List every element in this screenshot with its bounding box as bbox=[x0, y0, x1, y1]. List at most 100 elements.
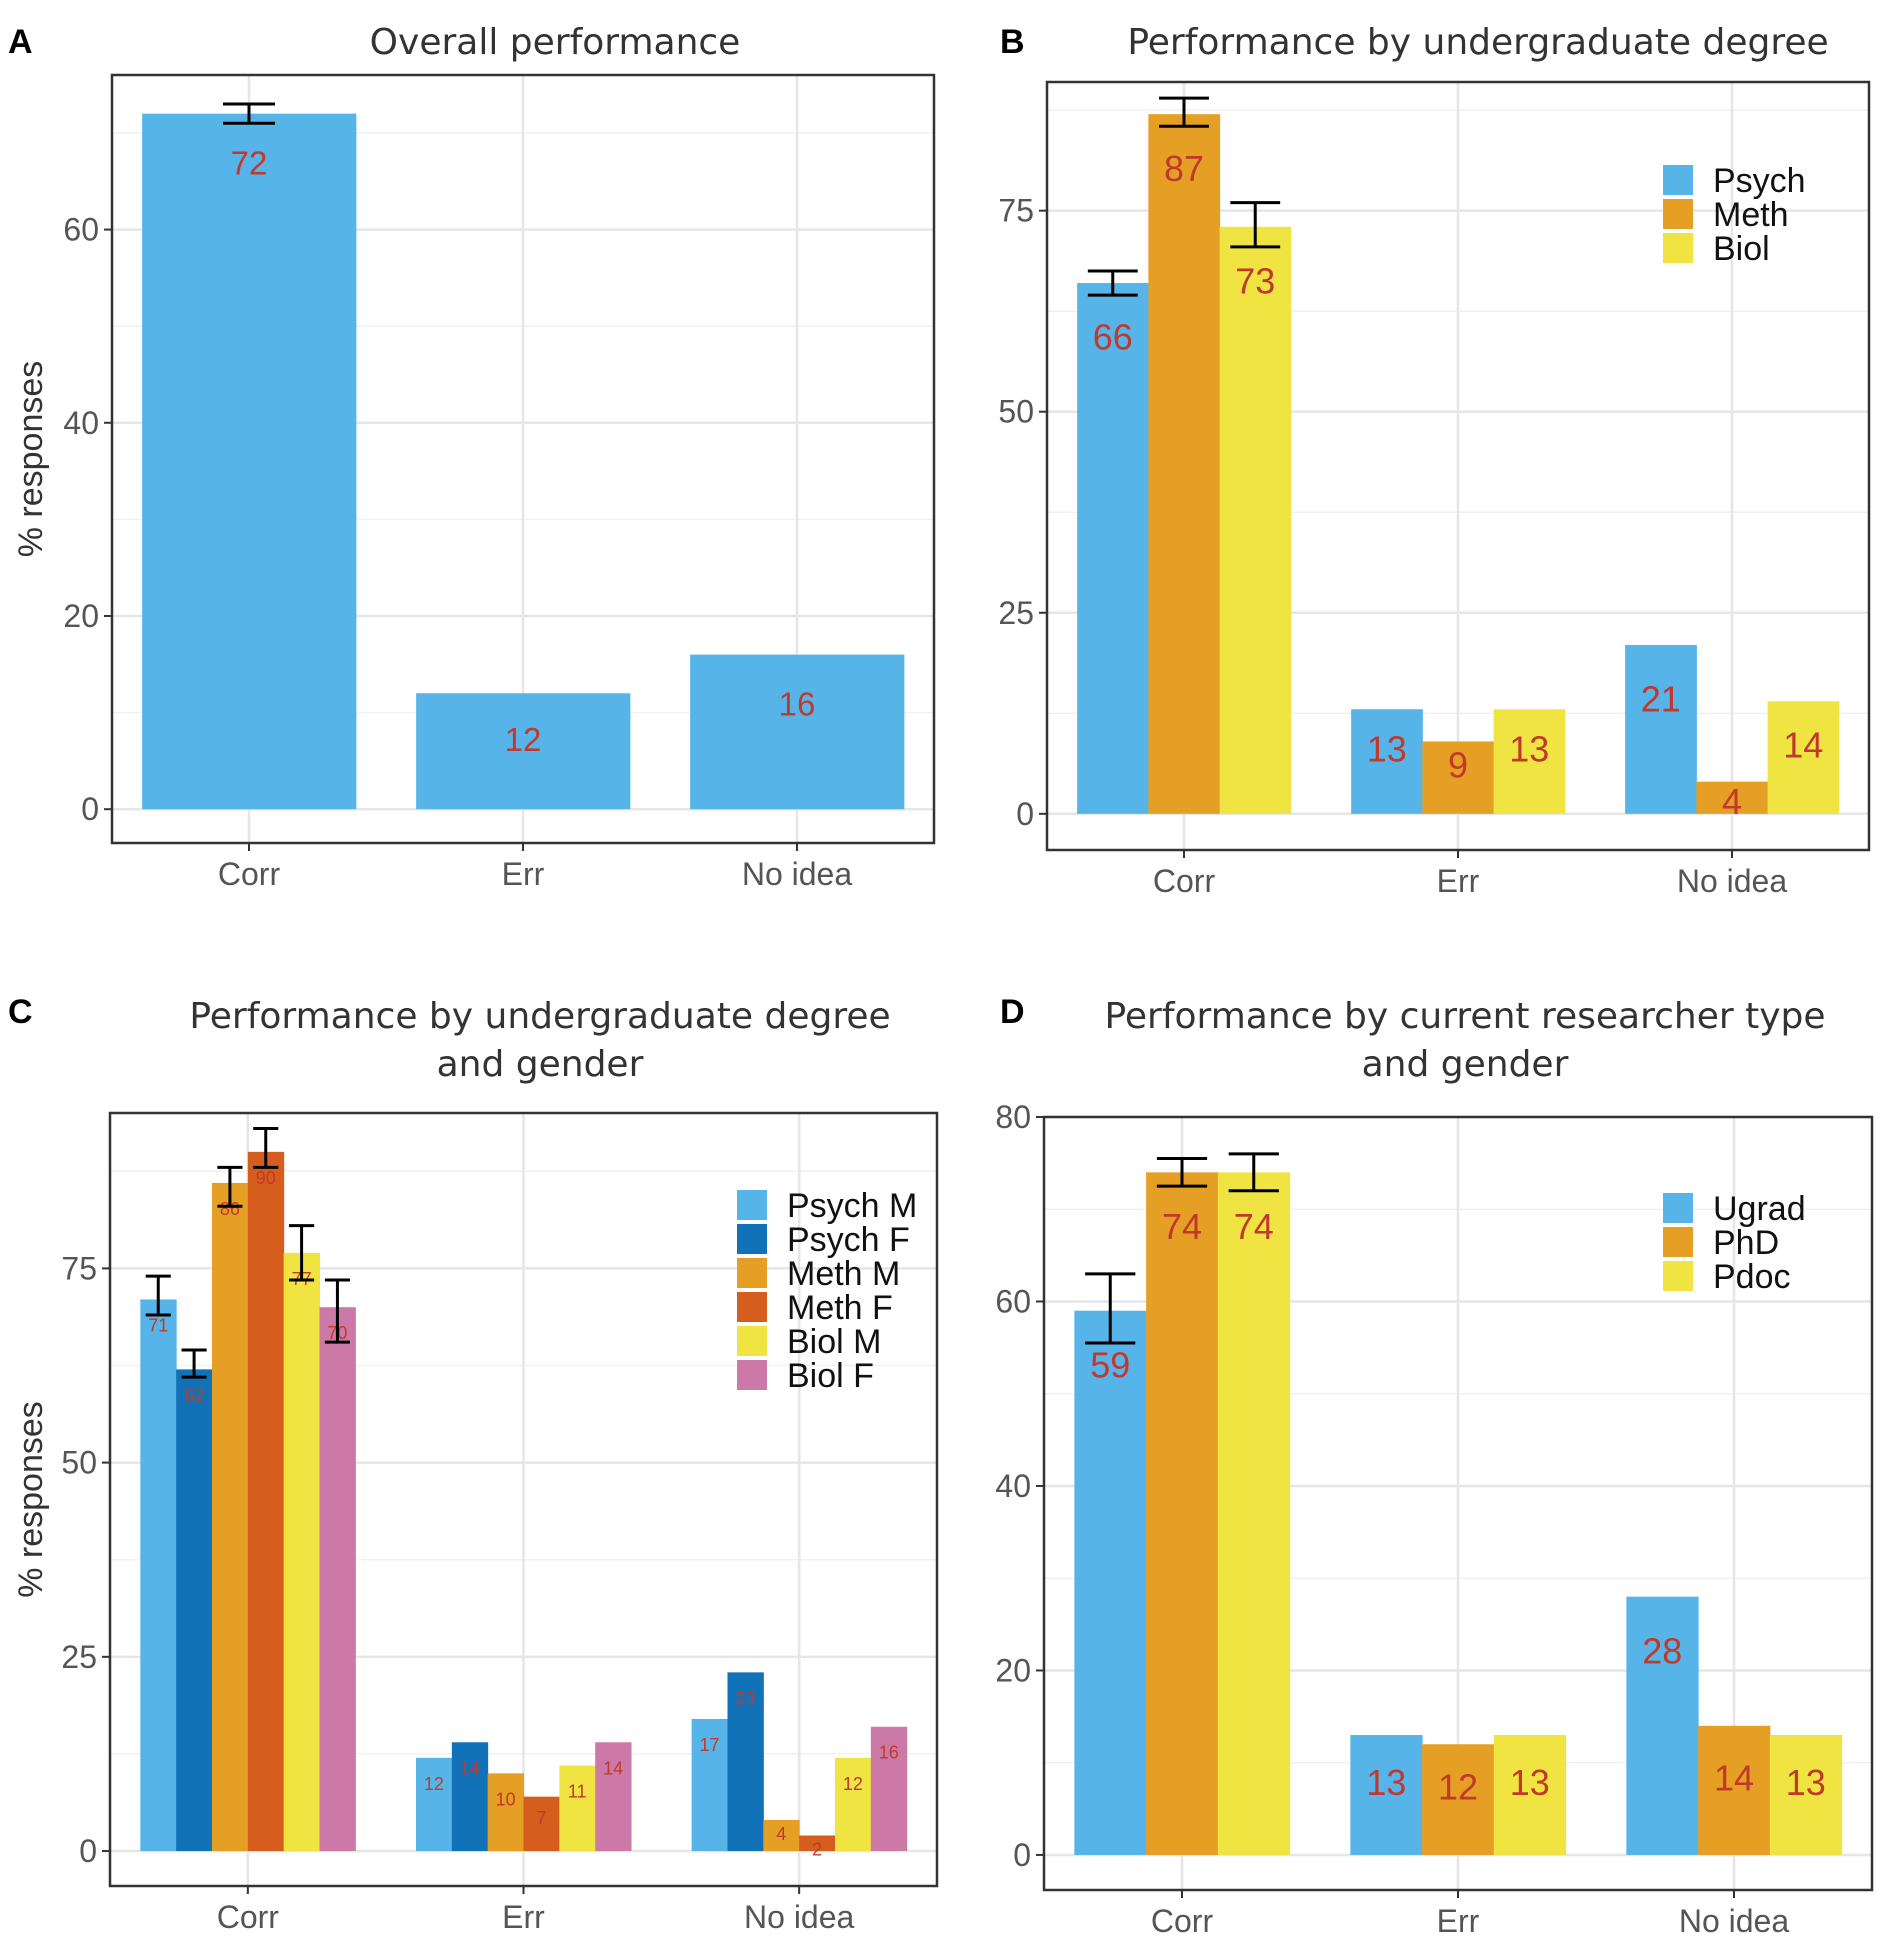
bar-psych-m-no-idea bbox=[691, 1718, 728, 1852]
data-label: 17 bbox=[700, 1735, 720, 1755]
bar-biol-f-corr bbox=[319, 1307, 356, 1852]
bar-meth-m-no-idea bbox=[763, 1819, 800, 1852]
panel-letter: B bbox=[1000, 23, 1025, 61]
data-labels: 72 12 16 bbox=[231, 145, 816, 759]
bar-biol-no-idea bbox=[1767, 701, 1840, 814]
data-label: 7 bbox=[536, 1808, 546, 1828]
data-label: 4 bbox=[1722, 781, 1742, 822]
legend-label: Ugrad bbox=[1713, 1190, 1806, 1228]
data-label: 12 bbox=[424, 1774, 444, 1794]
data-label: 4 bbox=[776, 1824, 786, 1844]
error-bar bbox=[324, 1278, 350, 1344]
data-label: 10 bbox=[496, 1789, 516, 1809]
data-label: 73 bbox=[1235, 260, 1275, 301]
data-label: 16 bbox=[879, 1743, 899, 1763]
data-label: 14 bbox=[1783, 725, 1823, 766]
data-label: 14 bbox=[603, 1758, 623, 1778]
data-labels: 59 13 28 74 12 14 74 13 13 bbox=[1090, 1206, 1826, 1808]
legend-swatch bbox=[737, 1258, 767, 1288]
bar-meth-m-corr bbox=[211, 1182, 249, 1852]
bar-biol-err bbox=[1493, 709, 1566, 814]
data-label: 9 bbox=[1448, 745, 1468, 786]
bar-phd-err bbox=[1422, 1744, 1495, 1855]
error-bars bbox=[145, 1127, 350, 1379]
y-tick-label: 75 bbox=[998, 193, 1034, 229]
legend-item: Psych F bbox=[737, 1221, 910, 1259]
bar-psych-no-idea bbox=[1625, 644, 1697, 814]
y-axis: 0 25 50 75 bbox=[998, 193, 1047, 832]
y-tick-label: 40 bbox=[63, 405, 99, 441]
data-label: 12 bbox=[505, 721, 542, 758]
panel-letter: D bbox=[1000, 993, 1025, 1031]
data-label: 12 bbox=[1438, 1767, 1478, 1808]
bar-psych-m-err bbox=[415, 1757, 453, 1852]
legend-label: Biol M bbox=[787, 1323, 881, 1361]
data-label: 13 bbox=[1786, 1762, 1826, 1803]
x-tick-label: Err bbox=[502, 1899, 545, 1935]
y-tick-label: 0 bbox=[79, 1833, 97, 1869]
data-label: 72 bbox=[231, 145, 268, 182]
data-label: 59 bbox=[1090, 1344, 1130, 1385]
data-label: 21 bbox=[1641, 679, 1681, 720]
x-tick-label: No idea bbox=[742, 856, 853, 892]
y-axis-title: % responses bbox=[12, 1401, 50, 1598]
error-bar bbox=[289, 1224, 315, 1282]
y-tick-label: 50 bbox=[998, 394, 1034, 430]
panel-d: D Performance by current researcher type a… bbox=[995, 993, 1874, 1938]
bar-meth-f-no-idea bbox=[799, 1835, 836, 1852]
panel-title: Overall performance bbox=[370, 22, 741, 63]
y-tick-label: 20 bbox=[995, 1652, 1031, 1688]
error-bars bbox=[223, 102, 275, 125]
data-labels: 66 13 21 87 9 4 73 13 14 bbox=[1093, 148, 1824, 822]
data-label: 23 bbox=[735, 1688, 755, 1708]
legend-label: Meth F bbox=[787, 1289, 893, 1327]
legend-label: Pdoc bbox=[1713, 1258, 1791, 1296]
bar-psych-m-corr bbox=[140, 1299, 177, 1852]
data-label: 12 bbox=[843, 1774, 863, 1794]
legend-item: Biol F bbox=[737, 1357, 874, 1395]
x-tick-label: Err bbox=[502, 856, 545, 892]
legend-item: Psych M bbox=[737, 1187, 917, 1225]
legend-swatch bbox=[1663, 1227, 1693, 1257]
legend-swatch bbox=[737, 1292, 767, 1322]
legend-item: Biol M bbox=[737, 1323, 881, 1361]
y-tick-label: 0 bbox=[1013, 1837, 1031, 1873]
panel-title: Performance by undergraduate degree bbox=[1127, 22, 1828, 63]
bar-meth-m-err bbox=[487, 1773, 524, 1852]
legend-item: Biol bbox=[1663, 230, 1770, 268]
bars bbox=[142, 113, 905, 810]
panel-title: Performance by undergraduate degree bbox=[189, 996, 890, 1037]
bar-pdoc-corr bbox=[1217, 1172, 1291, 1855]
error-bar bbox=[181, 1348, 207, 1379]
bars bbox=[1077, 114, 1840, 814]
y-axis: 0 20 40 60 80 bbox=[995, 1099, 1044, 1873]
bar-pdoc-no-idea bbox=[1769, 1735, 1843, 1855]
data-label: 87 bbox=[1164, 148, 1204, 189]
data-label: 28 bbox=[1642, 1630, 1682, 1671]
bar-all-corr bbox=[142, 113, 357, 810]
bar-psych-err bbox=[1351, 709, 1423, 814]
error-bar bbox=[145, 1274, 171, 1317]
bar-phd-corr bbox=[1146, 1172, 1219, 1855]
legend-item: PhD bbox=[1663, 1224, 1779, 1262]
legend-item: Meth M bbox=[737, 1255, 900, 1293]
y-axis: 0 25 50 75 bbox=[61, 1250, 110, 1869]
bar-psych-f-err bbox=[451, 1742, 489, 1852]
data-label: 90 bbox=[256, 1168, 276, 1188]
bar-phd-no-idea bbox=[1698, 1725, 1771, 1855]
bar-biol-f-no-idea bbox=[870, 1726, 908, 1852]
data-label: 14 bbox=[1714, 1757, 1754, 1798]
legend-swatch bbox=[1663, 1193, 1693, 1223]
panel-letter: A bbox=[8, 23, 33, 61]
bar-psych-corr bbox=[1077, 283, 1149, 814]
legend-label: Psych M bbox=[787, 1187, 917, 1225]
bar-biol-m-err bbox=[559, 1765, 596, 1852]
y-axis: 0 20 40 60 bbox=[63, 212, 112, 827]
bar-meth-f-corr bbox=[247, 1151, 285, 1852]
error-bar bbox=[217, 1165, 243, 1208]
y-tick-label: 60 bbox=[995, 1283, 1031, 1319]
legend-swatch bbox=[737, 1360, 767, 1390]
